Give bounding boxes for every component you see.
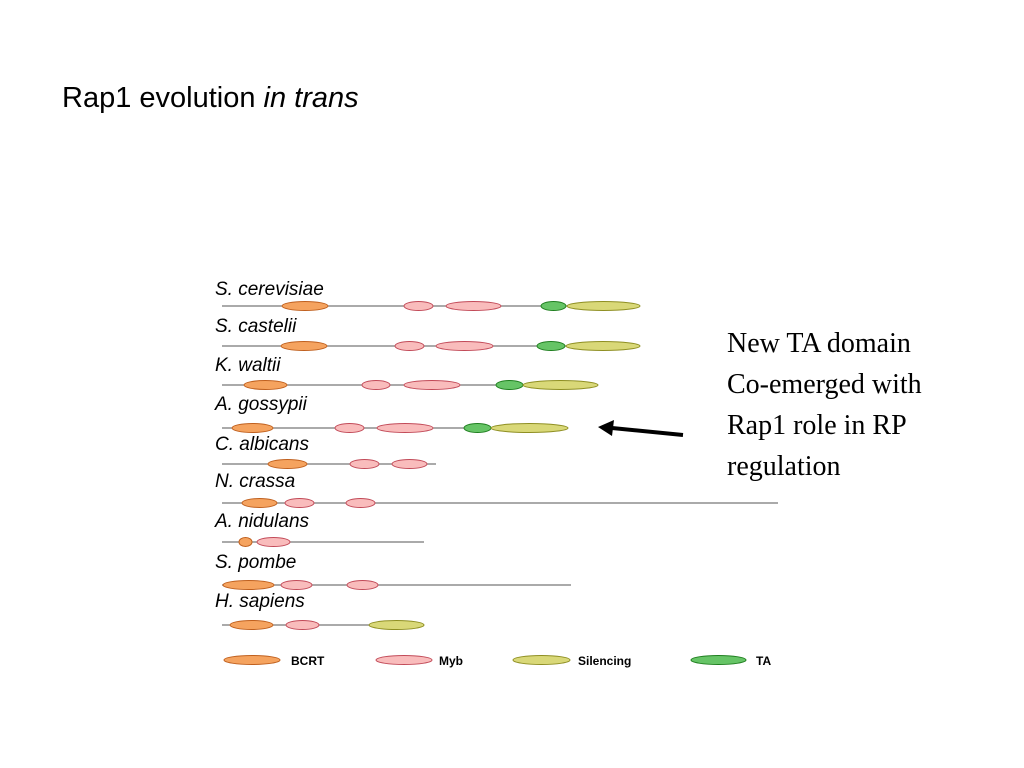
silencing-domain [566,301,641,311]
myb-domain [445,301,502,311]
myb-domain [403,301,434,311]
bcrt-domain [280,341,328,351]
species-label: S. cerevisiae [215,279,324,300]
myb-domain [349,459,380,469]
bcrt-domain [238,537,253,547]
silencing-domain [522,380,599,390]
ta-domain [495,380,524,390]
myb-domain [285,620,320,630]
myb-domain [346,580,379,590]
ta-domain [690,655,747,665]
species-label: N. crassa [215,471,295,492]
species-label: C. albicans [215,434,309,455]
species-label: A. gossypii [214,394,308,415]
bcrt-domain [281,301,329,311]
ta-domain [536,341,566,351]
species-label: A. nidulans [214,511,310,532]
myb-domain [284,498,315,508]
silencing-domain [512,655,571,665]
myb-domain [256,537,291,547]
bcrt-domain [231,423,274,433]
legend-label: Silencing [578,654,631,668]
arrow-shaft [611,426,684,437]
bcrt-domain [222,580,275,590]
bcrt-domain [267,459,308,469]
myb-domain [394,341,425,351]
myb-domain [403,380,461,390]
bcrt-domain [241,498,278,508]
bcrt-domain [223,655,281,665]
myb-domain [345,498,376,508]
silencing-domain [565,341,641,351]
myb-domain [280,580,313,590]
annotation: New TA domain Co-emerged with Rap1 role in… [727,328,922,482]
myb-domain [391,459,428,469]
ta-domain [540,301,567,311]
annotation-line: Co-emerged with [727,369,922,400]
myb-domain [376,423,434,433]
silencing-domain [368,620,425,630]
annotation-line: New TA domain [727,328,911,359]
arrow-head [598,420,614,436]
myb-domain [361,380,391,390]
title-emphasis: in trans [264,82,359,114]
bcrt-domain [243,380,288,390]
legend-label: TA [756,654,771,668]
slide-title: Rap1 evolution in trans [62,82,359,114]
legend-label: Myb [439,654,463,668]
myb-domain [375,655,433,665]
silencing-domain [490,423,569,433]
species-label: K. waltii [215,355,281,376]
myb-domain [435,341,494,351]
legend-label: BCRT [291,654,325,668]
species-label: S. pombe [215,552,296,573]
bcrt-domain [229,620,274,630]
annotation-line: regulation [727,451,841,482]
myb-domain [334,423,365,433]
domain-diagram: S. cerevisiae S. castelii K. waltii A. goss… [214,279,778,630]
annotation-line: Rap1 role in RP [727,410,907,441]
species-label: S. castelii [215,316,297,337]
species-label: H. sapiens [215,591,305,612]
legend: BCRT Myb Silencing TA [223,654,771,668]
ta-domain [463,423,492,433]
title-text: Rap1 evolution [62,82,255,114]
